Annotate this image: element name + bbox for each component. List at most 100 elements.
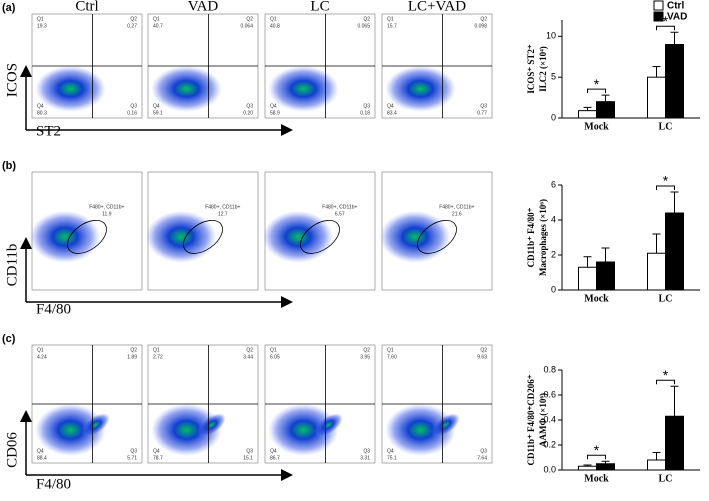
quadrant-value: 83.4 — [387, 110, 397, 116]
y-axis-label: ICOS⁺ ST2⁺ — [526, 44, 536, 94]
significance-mark: * — [594, 442, 600, 458]
quadrant-name: Q2 — [246, 16, 253, 22]
density-blob — [268, 404, 339, 456]
density-blob — [29, 210, 101, 263]
quadrant-name: Q1 — [37, 347, 44, 353]
bar — [578, 110, 597, 119]
density-blob — [262, 210, 334, 263]
y-tick-label: 0.4 — [543, 414, 556, 424]
quadrant-value: 6.05 — [270, 354, 280, 360]
column-header: Ctrl — [75, 0, 98, 14]
significance-mark: * — [663, 367, 669, 383]
quadrant-value: 0.098 — [474, 23, 487, 29]
quadrant-value: 86.7 — [270, 455, 280, 461]
panel-label: (a) — [2, 2, 16, 14]
quadrant-value: 7.60 — [387, 354, 397, 360]
quadrant-value: 0.27 — [127, 23, 137, 29]
quadrant-value: 0.20 — [243, 110, 253, 116]
quadrant-name: Q3 — [246, 103, 253, 109]
y-tick-label: 0.0 — [543, 464, 556, 474]
y-tick-label: 2 — [551, 249, 556, 259]
bar — [665, 44, 684, 119]
quadrant-name: Q3 — [480, 103, 487, 109]
quadrant-name: Q1 — [387, 16, 394, 22]
significance-mark: * — [663, 13, 669, 29]
quadrant-value: 0.18 — [360, 110, 370, 116]
quadrant-value: 3.31 — [360, 455, 370, 461]
quadrant-name: Q3 — [363, 103, 370, 109]
quadrant-name: Q4 — [270, 448, 277, 454]
gate-name: F480+, CD11b+ — [89, 205, 124, 211]
x-tick-label: Mock — [584, 121, 609, 132]
bar — [665, 212, 684, 291]
gate-value: 11.9 — [102, 212, 112, 218]
bar — [596, 463, 615, 471]
quadrant-name: Q1 — [270, 347, 277, 353]
density-blob — [385, 66, 456, 112]
y-axis-label: CD11b⁺ F4/80⁺CD206⁺ — [526, 374, 536, 465]
density-blob — [385, 404, 456, 456]
y-axis-label: CD11b — [4, 244, 20, 287]
quadrant-value: 15.7 — [387, 23, 397, 29]
density-blob — [35, 404, 106, 456]
significance-bracket — [656, 185, 675, 190]
significance-bracket — [587, 454, 606, 460]
bar — [578, 266, 597, 291]
x-axis-label: F4/80 — [36, 476, 71, 492]
y-tick-label: 0.6 — [543, 389, 556, 399]
gate-name: F480+, CD11b+ — [322, 205, 357, 211]
gate — [183, 219, 223, 254]
bar — [647, 252, 666, 291]
quadrant-name: Q4 — [387, 448, 394, 454]
quadrant-name: Q4 — [270, 103, 277, 109]
y-axis-label: AAMΦ (×10⁶) — [538, 393, 548, 447]
y-axis-label: ICOS — [4, 63, 20, 97]
quadrant-name: Q1 — [270, 16, 277, 22]
y-tick-label: 0 — [551, 284, 556, 294]
y-tick-label: 5 — [551, 72, 556, 82]
quadrant-name: Q2 — [246, 347, 253, 353]
density-blob — [197, 413, 226, 437]
quadrant-name: Q1 — [153, 347, 160, 353]
x-tick-label: Mock — [584, 473, 609, 484]
quadrant-name: Q3 — [246, 448, 253, 454]
quadrant-value: 0.064 — [240, 23, 253, 29]
panel-label: (c) — [2, 333, 16, 345]
gate — [300, 219, 340, 254]
gate-value: 12.7 — [218, 212, 228, 218]
quadrant-name: Q2 — [480, 16, 487, 22]
gate-name: F480+, CD11b+ — [205, 205, 240, 211]
quadrant-name: Q3 — [130, 448, 137, 454]
quadrant-name: Q3 — [363, 448, 370, 454]
density-blob — [151, 66, 222, 112]
quadrant-name: Q3 — [130, 103, 137, 109]
quadrant-name: Q3 — [480, 448, 487, 454]
bar — [596, 261, 615, 291]
quadrant-name: Q4 — [37, 448, 44, 454]
quadrant-value: 59.1 — [153, 110, 163, 116]
quadrant-value: 75.1 — [387, 455, 397, 461]
quadrant-name: Q2 — [130, 16, 137, 22]
density-blob — [145, 210, 217, 263]
quadrant-value: 58.9 — [270, 110, 280, 116]
gate-value: 6.57 — [335, 212, 345, 218]
x-tick-label: LC — [659, 293, 673, 304]
quadrant-value: 5.71 — [127, 455, 137, 461]
significance-bracket — [587, 88, 606, 94]
bar — [647, 459, 666, 471]
y-tick-label: 0.2 — [543, 439, 556, 449]
density-blob — [81, 413, 110, 437]
y-axis-label: CD11b⁺ F4/80⁺ — [526, 207, 536, 267]
quadrant-name: Q4 — [153, 103, 160, 109]
quadrant-value: 2.72 — [153, 354, 163, 360]
x-tick-label: LC — [659, 121, 673, 132]
quadrant-value: 40.8 — [270, 23, 280, 29]
column-header: LC — [310, 0, 329, 14]
legend-label: Ctrl — [667, 1, 684, 12]
panel-label: (b) — [2, 160, 16, 172]
quadrant-name: Q1 — [153, 16, 160, 22]
y-tick-label: 0.8 — [543, 364, 556, 374]
x-tick-label: Mock — [584, 293, 609, 304]
density-blob — [35, 66, 106, 112]
